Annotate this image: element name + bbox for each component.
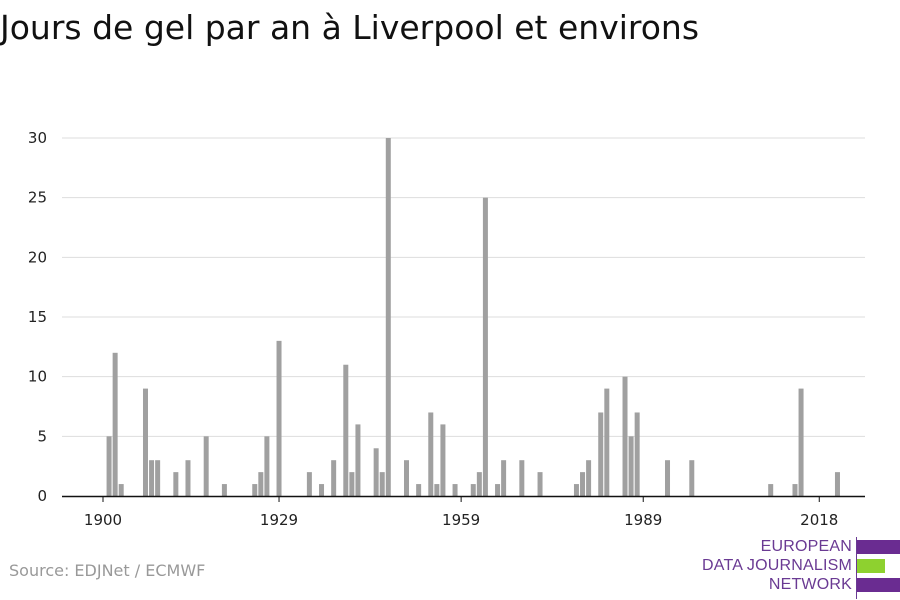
bar-2014 — [792, 484, 798, 496]
bar-1912 — [173, 472, 179, 496]
y-tick-label: 25 — [28, 189, 47, 207]
y-tick-label: 0 — [37, 487, 47, 505]
source-note: Source: EDJNet / ECMWF — [9, 561, 206, 580]
bar-1938 — [331, 460, 337, 496]
bar-1966 — [501, 460, 507, 496]
bar-1993 — [665, 460, 671, 496]
bar-1982 — [598, 412, 604, 496]
bar-1955 — [434, 484, 440, 496]
bar-1926 — [258, 472, 264, 496]
y-tick-label: 5 — [37, 427, 47, 445]
bar-1988 — [634, 412, 640, 496]
x-tick-label: 1989 — [624, 511, 662, 529]
logo-bar-top — [857, 540, 900, 554]
bar-1903 — [118, 484, 124, 496]
bars — [106, 138, 840, 497]
bar-1950 — [404, 460, 409, 496]
bar-1972 — [537, 472, 543, 496]
bar-1920 — [221, 484, 227, 496]
bar-1958 — [452, 484, 458, 496]
bar-1936 — [319, 484, 325, 496]
bar-1914 — [185, 460, 191, 496]
bar-1997 — [689, 460, 695, 496]
bar-1980 — [586, 460, 592, 496]
grid-lines — [62, 137, 865, 437]
bar-1942 — [355, 424, 361, 496]
bar-1929 — [276, 340, 282, 496]
logo-line-1: EUROPEAN — [760, 538, 852, 555]
bar-1925 — [252, 484, 258, 496]
bar-1956 — [440, 424, 446, 496]
bar-1901 — [106, 436, 112, 496]
bar-1947 — [385, 138, 391, 496]
bar-1978 — [573, 484, 579, 496]
bar-1941 — [349, 472, 355, 496]
bar-2021 — [834, 472, 840, 496]
y-tick-label: 10 — [28, 368, 47, 386]
x-tick-label: 2018 — [800, 511, 838, 529]
bar-1969 — [519, 460, 525, 496]
bar-1917 — [203, 436, 209, 496]
logo-line-2: DATA JOURNALISM — [702, 557, 852, 574]
bar-1927 — [264, 436, 270, 496]
x-axis-ticks: 1900 1929 1959 1989 2018 — [84, 496, 838, 529]
bar-1940 — [343, 364, 349, 496]
bar-1934 — [306, 472, 312, 496]
logo-line-3: NETWORK — [768, 576, 852, 593]
bar-1987 — [628, 436, 634, 496]
chart-title: Jours de gel par an à Liverpool et envir… — [0, 8, 700, 47]
bar-1946 — [379, 472, 385, 496]
bar-1952 — [416, 484, 422, 496]
bar-1907 — [142, 388, 148, 496]
bar-2015 — [798, 388, 804, 496]
bar-1983 — [604, 388, 610, 496]
bar-1961 — [470, 484, 476, 496]
logo-bar-bottom — [857, 578, 900, 592]
x-tick-label: 1959 — [442, 511, 480, 529]
bar-1963 — [482, 197, 488, 497]
logo-divider — [856, 537, 857, 599]
bar-1954 — [428, 412, 434, 496]
edjnet-logo: EUROPEAN DATA JOURNALISM NETWORK — [700, 537, 900, 599]
y-tick-label: 30 — [28, 129, 47, 147]
y-tick-label: 20 — [28, 248, 47, 266]
logo-bar-middle — [857, 559, 885, 573]
bar-1945 — [373, 448, 379, 496]
bar-1979 — [580, 472, 586, 496]
bar-2010 — [768, 484, 774, 496]
logo-text: EUROPEAN DATA JOURNALISM NETWORK — [702, 537, 852, 594]
x-tick-label: 1900 — [84, 511, 122, 529]
bar-1908 — [149, 460, 155, 496]
bar-1986 — [622, 376, 628, 496]
bar-1909 — [155, 460, 161, 496]
x-tick-label: 1929 — [260, 511, 298, 529]
bar-1902 — [112, 352, 118, 496]
y-tick-label: 15 — [28, 308, 47, 326]
y-axis-labels: 0 5 10 15 20 25 30 — [28, 129, 47, 505]
bar-1965 — [495, 484, 501, 496]
bar-1962 — [476, 472, 482, 496]
